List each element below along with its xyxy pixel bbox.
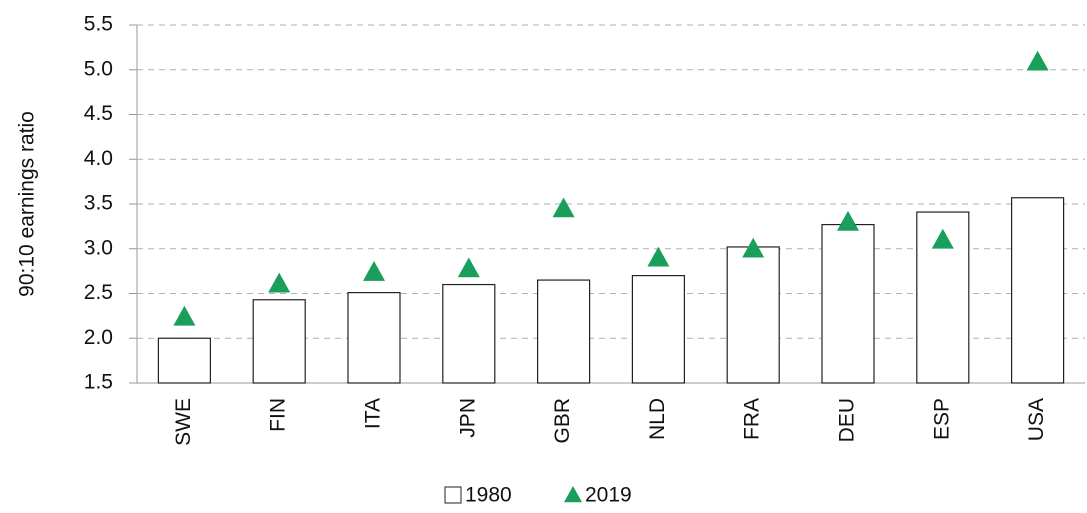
x-tick-label: DEU	[836, 398, 859, 442]
marker	[268, 272, 291, 293]
bar	[252, 299, 306, 384]
bar	[1010, 197, 1065, 384]
bar	[821, 223, 875, 384]
bar	[726, 246, 780, 384]
bar	[157, 337, 211, 384]
y-tick-label: 2.0	[84, 326, 113, 349]
x-tick-label: ESP	[930, 398, 953, 440]
marker	[1026, 50, 1049, 71]
x-tick-label: GBR	[551, 398, 574, 444]
bar	[442, 283, 496, 384]
marker	[647, 246, 670, 267]
y-tick-label: 5.0	[84, 57, 113, 80]
x-tick-label: SWE	[172, 398, 195, 446]
y-axis-label: 90:10 earnings ratio	[16, 111, 39, 297]
marker	[173, 305, 196, 326]
y-tick-label: 1.5	[84, 371, 113, 394]
bar	[347, 292, 401, 384]
marker	[742, 237, 765, 258]
y-tick-label: 4.0	[84, 147, 113, 170]
marker	[552, 197, 575, 218]
y-tick-label: 3.5	[84, 192, 113, 215]
y-tick-label: 5.5	[84, 13, 113, 36]
legend-swatch	[444, 486, 462, 504]
y-tick-label: 4.5	[84, 102, 113, 125]
legend-label: 2019	[585, 484, 632, 507]
bar	[536, 279, 591, 384]
marker	[363, 261, 385, 281]
legend-label: 1980	[465, 484, 512, 507]
x-tick-label: ITA	[362, 398, 385, 429]
marker	[457, 257, 480, 278]
y-tick-label: 3.0	[84, 236, 113, 259]
x-tick-label: FRA	[741, 398, 764, 440]
y-tick-label: 2.5	[84, 281, 113, 304]
bar	[631, 275, 686, 384]
marker	[837, 210, 859, 231]
x-tick-label: NLD	[646, 398, 669, 440]
x-tick-label: JPN	[456, 398, 479, 438]
x-tick-label: USA	[1025, 398, 1048, 441]
legend-swatch	[564, 486, 582, 503]
x-tick-label: FIN	[267, 398, 290, 432]
marker	[931, 228, 954, 249]
